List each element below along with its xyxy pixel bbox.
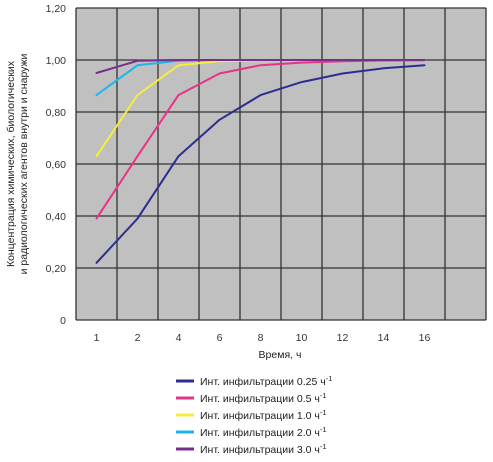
x-tick-labels: 1 2 4 6 8 10 12 14 16 — [94, 332, 431, 344]
x-tick-label: 12 — [337, 332, 349, 344]
x-tick-label: 10 — [296, 332, 308, 344]
y-tick-labels: 0 0,20 0,40 0,60 0,80 1,00 1,20 — [46, 3, 67, 327]
legend-label: Инт. инфильтрации 0.5 ч-1 — [200, 391, 327, 405]
legend-label-superscript: -1 — [326, 374, 333, 383]
y-tick-label: 0,80 — [46, 107, 67, 119]
y-tick-label: 1,00 — [46, 55, 67, 67]
legend-label: Инт. инфильтрации 2.0 ч-1 — [200, 425, 327, 439]
x-tick-label: 16 — [419, 332, 431, 344]
legend-label: Инт. инфильтрации 0.25 ч-1 — [200, 374, 332, 388]
y-tick-label: 0,20 — [46, 263, 67, 275]
y-axis-title: Концентрация химических, биологических и… — [5, 53, 30, 274]
legend: Инт. инфильтрации 0.25 ч-1 Инт. инфильтра… — [176, 374, 332, 456]
x-tick-label: 4 — [176, 332, 182, 344]
y-tick-label: 0 — [60, 315, 66, 327]
y-axis-title-line1: Концентрация химических, биологических — [5, 60, 17, 267]
series-lines — [95, 59, 426, 264]
x-tick-label: 1 — [94, 332, 100, 344]
x-tick-label: 14 — [378, 332, 390, 344]
legend-label-superscript: -1 — [320, 425, 327, 434]
x-axis-title: Время, ч — [259, 349, 302, 361]
series-line-5 — [95, 59, 426, 74]
legend-label: Инт. инфильтрации 1.0 ч-1 — [200, 408, 327, 422]
legend-label-superscript: -1 — [320, 391, 327, 400]
legend-label-superscript: -1 — [320, 442, 327, 451]
y-tick-label: 1,20 — [46, 3, 67, 15]
series-line-1 — [95, 64, 426, 264]
y-tick-label: 0,40 — [46, 211, 67, 223]
y-axis-title-line2: и радиологических агентов внутри и снару… — [18, 53, 30, 274]
legend-label-superscript: -1 — [320, 408, 327, 417]
x-tick-label: 8 — [258, 332, 264, 344]
y-tick-label: 0,60 — [46, 159, 67, 171]
legend-label: Инт. инфильтрации 3.0 ч-1 — [200, 442, 327, 456]
x-tick-label: 6 — [217, 332, 223, 344]
x-tick-label: 2 — [135, 332, 141, 344]
